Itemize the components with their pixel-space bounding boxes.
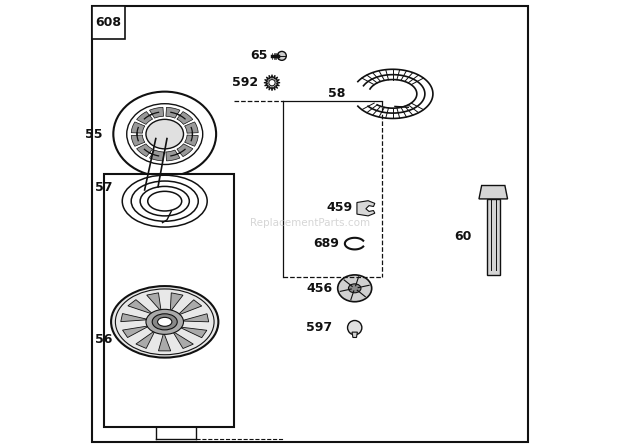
Text: 459: 459 xyxy=(326,201,352,215)
Polygon shape xyxy=(185,135,198,146)
Ellipse shape xyxy=(113,92,216,177)
Ellipse shape xyxy=(157,317,172,326)
Ellipse shape xyxy=(146,119,184,149)
Polygon shape xyxy=(128,299,153,314)
Ellipse shape xyxy=(338,275,371,302)
Text: 60: 60 xyxy=(454,230,472,244)
Ellipse shape xyxy=(184,188,195,195)
Ellipse shape xyxy=(152,314,177,330)
Polygon shape xyxy=(177,112,193,124)
Text: 65: 65 xyxy=(250,49,268,63)
Text: ReplacementParts.com: ReplacementParts.com xyxy=(250,219,370,228)
Text: 55: 55 xyxy=(85,127,102,141)
Polygon shape xyxy=(147,293,161,312)
Polygon shape xyxy=(181,314,209,322)
Polygon shape xyxy=(157,174,173,186)
Bar xyxy=(104,174,234,427)
Circle shape xyxy=(269,80,275,86)
Ellipse shape xyxy=(146,309,184,334)
Polygon shape xyxy=(177,300,202,315)
Polygon shape xyxy=(177,144,193,156)
Polygon shape xyxy=(149,107,164,118)
Text: 58: 58 xyxy=(329,87,346,101)
Text: 689: 689 xyxy=(313,237,339,250)
Polygon shape xyxy=(149,150,164,161)
Circle shape xyxy=(138,189,143,194)
Polygon shape xyxy=(136,330,155,348)
Polygon shape xyxy=(264,75,280,91)
Polygon shape xyxy=(172,331,193,349)
Text: 592: 592 xyxy=(232,76,259,89)
Text: 608: 608 xyxy=(95,16,122,30)
Polygon shape xyxy=(123,326,149,337)
Ellipse shape xyxy=(111,286,218,358)
Circle shape xyxy=(277,51,286,60)
Polygon shape xyxy=(121,314,149,322)
Ellipse shape xyxy=(126,104,203,164)
Polygon shape xyxy=(166,107,180,118)
Text: 597: 597 xyxy=(306,321,332,334)
Polygon shape xyxy=(479,186,508,199)
Polygon shape xyxy=(357,201,375,216)
Text: 57: 57 xyxy=(95,181,112,194)
Polygon shape xyxy=(179,327,207,337)
Bar xyxy=(92,6,125,39)
Circle shape xyxy=(348,320,362,335)
Polygon shape xyxy=(487,199,500,275)
Text: 456: 456 xyxy=(306,282,332,295)
Polygon shape xyxy=(166,150,180,161)
Ellipse shape xyxy=(348,284,361,293)
Polygon shape xyxy=(159,333,170,351)
Polygon shape xyxy=(136,112,153,124)
Ellipse shape xyxy=(135,188,146,195)
Text: 56: 56 xyxy=(95,333,112,346)
Polygon shape xyxy=(136,144,153,156)
Polygon shape xyxy=(352,332,357,337)
Circle shape xyxy=(187,189,192,194)
Polygon shape xyxy=(185,122,198,133)
Polygon shape xyxy=(131,135,145,146)
Polygon shape xyxy=(170,293,183,312)
Circle shape xyxy=(162,179,168,185)
Polygon shape xyxy=(131,122,145,133)
